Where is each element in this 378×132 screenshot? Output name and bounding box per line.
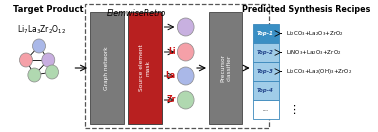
Circle shape	[177, 43, 194, 61]
Circle shape	[177, 91, 194, 109]
Bar	[209, 12, 242, 124]
Text: Top-2: Top-2	[257, 50, 274, 55]
Bar	[253, 43, 279, 62]
Circle shape	[177, 18, 194, 36]
Bar	[253, 81, 279, 100]
Text: ...: ...	[262, 107, 269, 112]
Bar	[85, 4, 269, 128]
Text: Top-3: Top-3	[257, 69, 274, 74]
Bar	[253, 24, 279, 43]
Bar	[253, 62, 279, 81]
Text: Precursor
classifier: Precursor classifier	[220, 54, 231, 82]
Text: Li: Li	[168, 48, 175, 56]
Text: Top-4: Top-4	[257, 88, 274, 93]
Circle shape	[20, 53, 33, 67]
Circle shape	[177, 67, 194, 85]
Text: Target Product: Target Product	[13, 5, 84, 14]
Text: Source element
mask: Source element mask	[139, 45, 150, 91]
Text: Top-1: Top-1	[257, 31, 274, 36]
Circle shape	[33, 39, 45, 53]
Text: La: La	[166, 72, 175, 81]
Bar	[253, 100, 279, 119]
Text: Li$_7$La$_3$Zr$_2$O$_{12}$: Li$_7$La$_3$Zr$_2$O$_{12}$	[17, 24, 67, 37]
Text: ElemwiseRetro: ElemwiseRetro	[107, 9, 166, 18]
Text: Li$_2$CO$_3$+La$_2$O$_3$+ZrO$_2$: Li$_2$CO$_3$+La$_2$O$_3$+ZrO$_2$	[286, 29, 344, 38]
Text: Graph network: Graph network	[104, 46, 109, 90]
Bar	[90, 12, 124, 124]
Circle shape	[45, 65, 59, 79]
Text: ⋮: ⋮	[288, 105, 299, 114]
Text: Zr: Zr	[166, 95, 175, 105]
Circle shape	[28, 68, 41, 82]
Bar	[128, 12, 161, 124]
Text: Predicted Synthesis Recipes: Predicted Synthesis Recipes	[242, 5, 370, 14]
Text: Li$_2$CO$_3$+La$_2$(OH)$_3$+ZrO$_2$: Li$_2$CO$_3$+La$_2$(OH)$_3$+ZrO$_2$	[286, 67, 352, 76]
Text: LiNO$_3$+La$_2$O$_3$+ZrO$_2$: LiNO$_3$+La$_2$O$_3$+ZrO$_2$	[286, 48, 341, 57]
Circle shape	[42, 53, 55, 67]
